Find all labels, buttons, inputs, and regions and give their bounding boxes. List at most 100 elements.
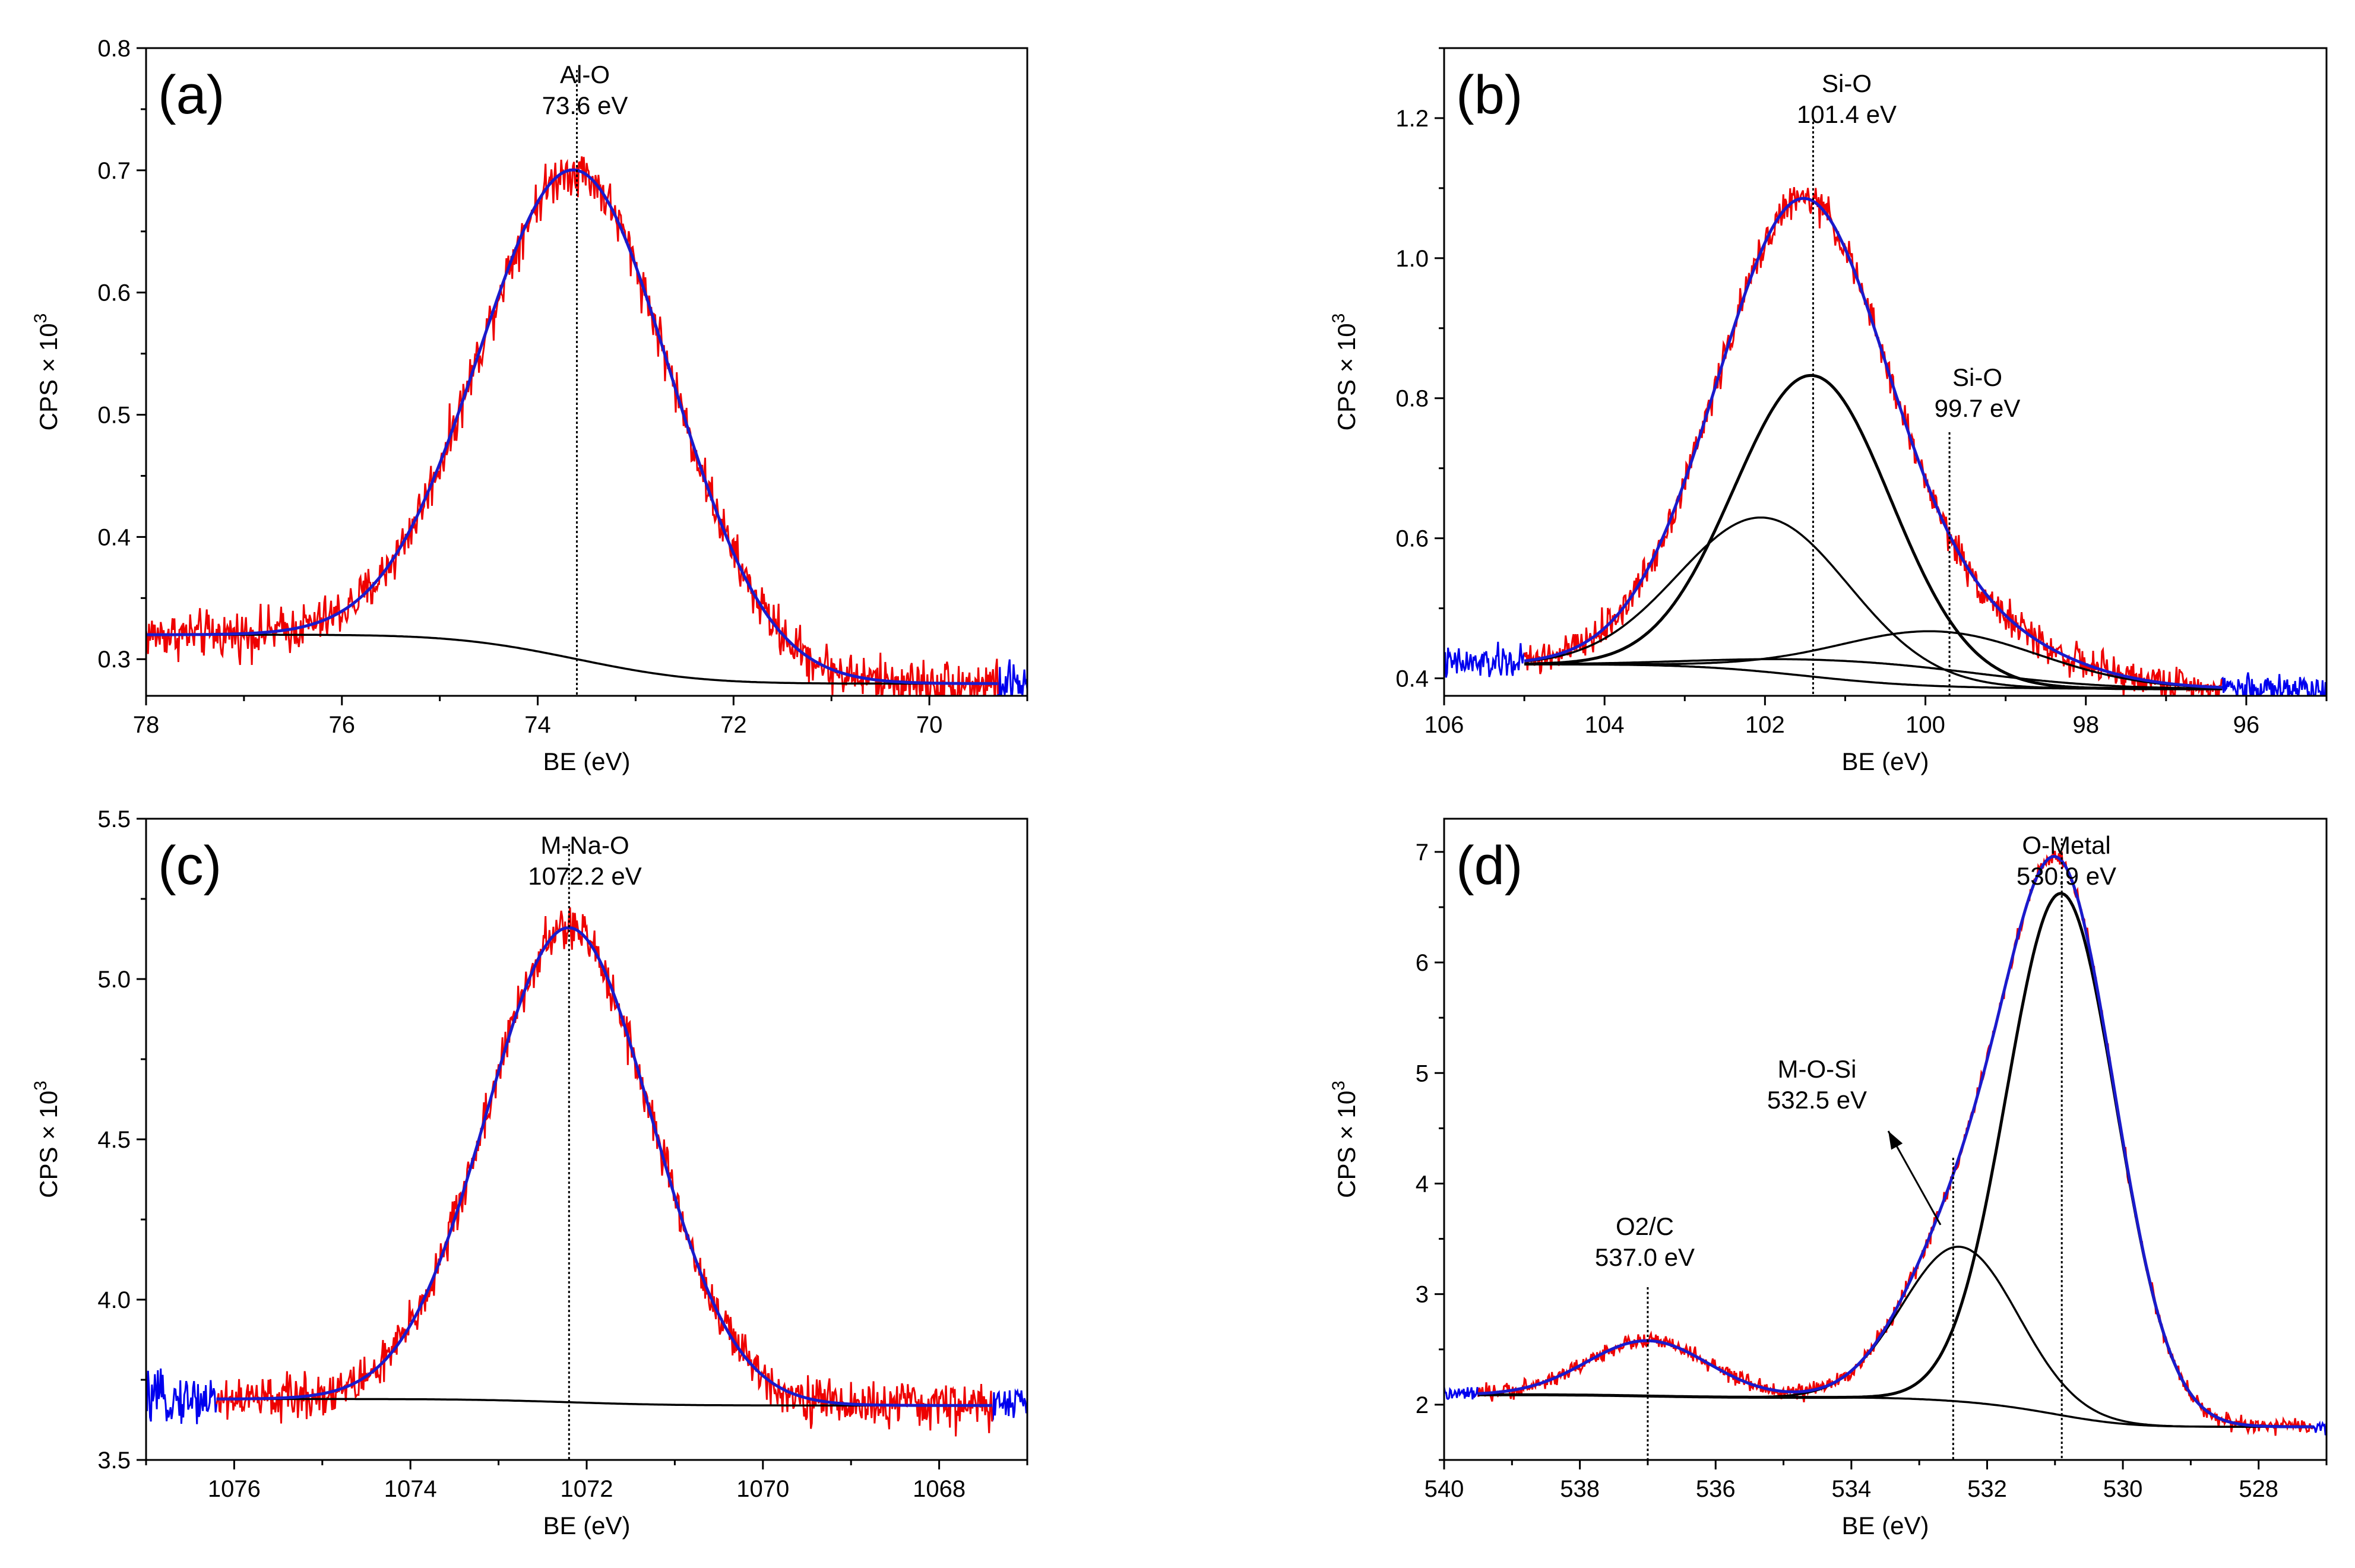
- raw-data-outside-left-b: [1444, 641, 1525, 678]
- panel-label-d: (d): [1456, 835, 1522, 896]
- y-tick-label-b: 1.0: [1395, 246, 1429, 272]
- component-peak-b-3: [1524, 658, 2223, 690]
- y-axis-title-d: CPS × 103: [1329, 1081, 1360, 1198]
- fit-envelope-b: [1524, 197, 2223, 689]
- y-axis-title-c: CPS × 103: [31, 1081, 62, 1198]
- raw-data-outside-right-c: [991, 1388, 1027, 1422]
- x-tick-label-c: 1074: [384, 1476, 437, 1502]
- axes-frame-a: [145, 47, 1028, 697]
- plot-area-a: [146, 156, 1027, 696]
- raw-data-outside-right-a: [997, 659, 1027, 696]
- x-axis-title-d: BE (eV): [1841, 1512, 1929, 1540]
- panel-label-a: (a): [158, 65, 224, 125]
- y-axis-title-a: CPS × 103: [31, 313, 62, 431]
- y-tick-label-b: 0.6: [1395, 526, 1429, 552]
- y-tick-label-d: 6: [1416, 950, 1429, 976]
- x-tick-label-a: 76: [329, 712, 356, 738]
- y-tick-label-b: 1.2: [1395, 106, 1429, 132]
- x-tick-label-a: 78: [133, 712, 160, 738]
- x-tick-label-c: 1076: [208, 1476, 261, 1502]
- x-tick-label-b: 104: [1585, 712, 1625, 738]
- x-tick-label-c: 1068: [913, 1476, 966, 1502]
- raw-data-outside-left-d: [1444, 1387, 1480, 1401]
- panel-a: 78 76 74 72 70 0.3 0.4 0.5 0.6 0.7 0.8 BE (eV) CPS ×…: [31, 36, 1028, 775]
- axes-frame-d: [1443, 818, 2328, 1461]
- y-tick-label-b: 0.8: [1395, 386, 1429, 412]
- x-tick-label-d: 530: [2103, 1476, 2143, 1502]
- baseline-a: [146, 633, 998, 685]
- x-tick-label-d: 536: [1696, 1476, 1736, 1502]
- peak-annotation-d-1: M-O-Si: [1778, 1055, 1857, 1083]
- y-tick-label-b: 0.4: [1395, 666, 1429, 692]
- x-tick-label-c: 1072: [561, 1476, 613, 1502]
- y-tick-label-a: 0.8: [97, 36, 131, 62]
- x-axis-title-c: BE (eV): [543, 1512, 630, 1540]
- peak-annotation-a-0: 73.6 eV: [542, 91, 628, 119]
- y-tick-label-c: 4.0: [97, 1287, 131, 1313]
- peak-annotation-a-0: Al-O: [560, 61, 610, 88]
- peak-annotation-b-0: 101.4 eV: [1797, 100, 1897, 128]
- y-tick-label-c: 5.5: [97, 806, 131, 832]
- x-tick-label-d: 540: [1425, 1476, 1464, 1502]
- baseline-b: [1524, 663, 2223, 690]
- plot-area-c: [146, 907, 1027, 1437]
- x-tick-label-d: 538: [1560, 1476, 1600, 1502]
- peak-annotation-d-2: O-Metal: [2022, 831, 2110, 859]
- fit-envelope-d: [1478, 854, 2313, 1428]
- y-tick-label-d: 5: [1416, 1060, 1429, 1086]
- y-tick-label-a: 0.5: [97, 403, 131, 429]
- annotation-arrow-line: [1887, 1130, 1942, 1225]
- annotation-arrow-head: [1888, 1131, 1903, 1150]
- panel-b: 106 104 102 100 98 96 0.4 0.6 0.8 1.0 1.2 BE (eV) CP…: [1329, 47, 2328, 775]
- x-tick-label-d: 528: [2239, 1476, 2278, 1502]
- y-tick-label-a: 0.6: [97, 280, 131, 306]
- x-tick-label-a: 70: [916, 712, 943, 738]
- y-tick-label-a: 0.3: [97, 647, 131, 673]
- peak-annotation-b-1: 99.7 eV: [1935, 394, 2021, 422]
- peak-annotation-d-2: 530.9 eV: [2017, 862, 2116, 890]
- y-tick-label-d: 2: [1416, 1392, 1429, 1418]
- panel-d: 540 538 536 534 532 530 528 2 3 4 5 6 7 BE (eV) CPS × …: [1329, 818, 2328, 1540]
- raw-data-c: [216, 907, 993, 1437]
- x-tick-label-b: 102: [1745, 712, 1785, 738]
- peak-annotation-d-1: 532.5 eV: [1767, 1086, 1867, 1114]
- peak-annotation-b-1: Si-O: [1952, 363, 2002, 391]
- raw-data-outside-left-c: [146, 1369, 218, 1424]
- x-tick-label-b: 98: [2072, 712, 2099, 738]
- y-tick-label-a: 0.4: [97, 524, 131, 550]
- y-tick-label-d: 7: [1416, 840, 1429, 866]
- x-tick-label-d: 532: [1967, 1476, 2007, 1502]
- plot-area-d: [1444, 850, 2326, 1436]
- y-tick-label-d: 4: [1416, 1171, 1429, 1197]
- axes-frame-b: [1443, 47, 2328, 697]
- x-axis-title-a: BE (eV): [543, 747, 630, 775]
- x-tick-label-a: 72: [720, 712, 747, 738]
- x-tick-label-c: 1070: [736, 1476, 789, 1502]
- fit-envelope-c: [216, 926, 992, 1407]
- x-tick-label-b: 100: [1905, 712, 1945, 738]
- peak-annotation-c-0: M-Na-O: [540, 831, 629, 859]
- y-axis-title-b: CPS × 103: [1329, 313, 1360, 431]
- plot-area-b: [1444, 187, 2326, 696]
- x-tick-label-b: 106: [1425, 712, 1464, 738]
- x-axis-title-b: BE (eV): [1841, 747, 1929, 775]
- x-tick-label-a: 74: [524, 712, 551, 738]
- y-tick-label-d: 3: [1416, 1282, 1429, 1308]
- y-tick-label-c: 5.0: [97, 967, 131, 993]
- panel-c: 1076 1074 1072 1070 1068 3.5 4.0 4.5 5.0 5.5 BE (e…: [31, 806, 1028, 1540]
- y-tick-label-a: 0.7: [97, 158, 131, 184]
- baseline-d: [1478, 1393, 2313, 1428]
- fit-envelope-a: [146, 168, 998, 685]
- x-tick-label-b: 96: [2233, 712, 2260, 738]
- raw-data-outside-right-d: [2312, 1420, 2326, 1436]
- peak-annotation-c-0: 1072.2 eV: [528, 862, 642, 890]
- panel-label-c: (c): [158, 835, 221, 896]
- y-tick-label-c: 3.5: [97, 1447, 131, 1474]
- peak-annotation-d-0: 537.0 eV: [1595, 1243, 1695, 1271]
- peak-annotation-d-0: O2/C: [1616, 1212, 1674, 1240]
- panel-label-b: (b): [1456, 65, 1522, 125]
- y-tick-label-c: 4.5: [97, 1127, 131, 1153]
- peak-annotation-b-0: Si-O: [1822, 69, 1872, 97]
